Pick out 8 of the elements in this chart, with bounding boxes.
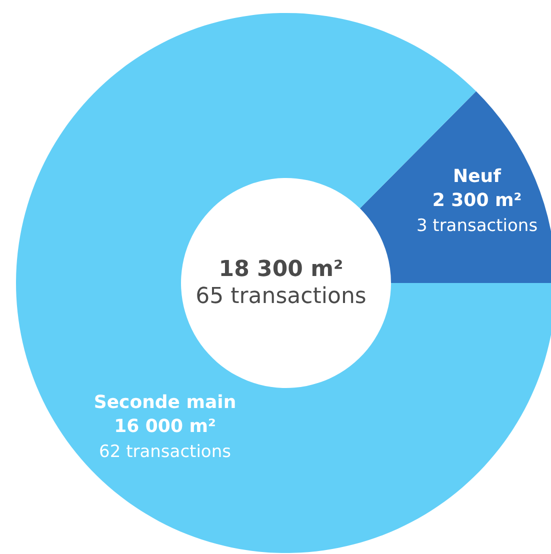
data-label: 2 300 m² [432,190,522,211]
slice-label: Seconde main [94,392,236,413]
text: 18 300 m² [218,257,344,282]
data-label: 16 000 m² [114,416,216,437]
text: 3 transactions [416,216,538,236]
text: 62 transactions [99,442,232,462]
slice-label: Neuf [453,166,502,187]
text: 65 transactions [196,284,366,309]
